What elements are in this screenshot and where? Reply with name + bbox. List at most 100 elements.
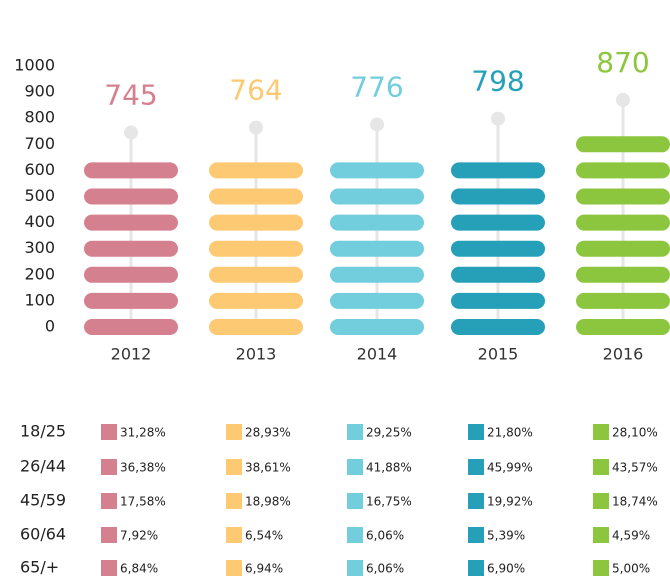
- pill: [209, 188, 303, 205]
- cell: 6,90%: [487, 562, 525, 576]
- swatch: [226, 459, 242, 475]
- swatch: [226, 424, 242, 440]
- swatch: [347, 527, 363, 543]
- pill: [330, 319, 424, 335]
- cell: 31,28%: [120, 426, 166, 440]
- pill: [576, 162, 670, 179]
- swatch: [593, 424, 609, 440]
- pill: [451, 188, 545, 205]
- cell: 6,54%: [245, 529, 283, 543]
- swatch: [593, 527, 609, 543]
- pill: [209, 292, 303, 309]
- cell: 7,92%: [120, 529, 158, 543]
- y-tick-label: 300: [24, 238, 55, 257]
- x-tick-label: 2013: [236, 345, 277, 364]
- x-tick-label: 2014: [357, 345, 398, 364]
- swatch: [347, 459, 363, 475]
- swatch: [593, 459, 609, 475]
- x-tick-label: 2016: [603, 345, 644, 364]
- pill: [209, 266, 303, 283]
- cell: 6,06%: [366, 529, 404, 543]
- pill: [84, 214, 178, 231]
- value-label: 745: [104, 79, 157, 112]
- pill: [330, 266, 424, 283]
- pill: [576, 266, 670, 283]
- pill: [84, 266, 178, 283]
- pill: [330, 240, 424, 257]
- cell: 16,75%: [366, 495, 412, 509]
- cell: 28,10%: [612, 426, 658, 440]
- cell: 5,39%: [487, 529, 525, 543]
- pill: [209, 240, 303, 257]
- value-dot: [370, 117, 384, 132]
- cell: 36,38%: [120, 461, 166, 475]
- pill: [576, 292, 670, 309]
- row-label: 18/25: [20, 422, 66, 441]
- cell: 17,58%: [120, 495, 166, 509]
- swatch: [101, 493, 117, 509]
- cell: 18,98%: [245, 495, 291, 509]
- x-tick-label: 2012: [111, 345, 152, 364]
- cell: 6,06%: [366, 562, 404, 576]
- pill: [576, 136, 670, 153]
- cell: 18,74%: [612, 495, 658, 509]
- y-tick-label: 400: [24, 212, 55, 231]
- pill: [330, 162, 424, 179]
- pill: [330, 214, 424, 231]
- pill: [84, 319, 178, 335]
- cell: 41,88%: [366, 461, 412, 475]
- swatch: [468, 527, 484, 543]
- cell: 5,00%: [612, 562, 650, 576]
- swatch: [468, 560, 484, 576]
- y-tick-label: 200: [24, 264, 55, 283]
- value-dot: [249, 120, 263, 135]
- y-tick-label: 900: [24, 82, 55, 101]
- pill: [451, 214, 545, 231]
- y-tick-label: 700: [24, 134, 55, 153]
- swatch: [101, 527, 117, 543]
- swatch: [101, 424, 117, 440]
- swatch: [101, 459, 117, 475]
- value-dot: [124, 125, 138, 140]
- pill: [576, 188, 670, 205]
- pill: [84, 240, 178, 257]
- swatch: [101, 560, 117, 576]
- pill: [84, 292, 178, 309]
- cell: 29,25%: [366, 426, 412, 440]
- pill: [451, 266, 545, 283]
- y-tick-label: 600: [24, 160, 55, 179]
- value-dot: [491, 111, 505, 126]
- pill: [330, 188, 424, 205]
- pill: [576, 240, 670, 257]
- row-label: 45/59: [20, 491, 66, 510]
- row-label: 65/+: [20, 558, 59, 577]
- cell: 19,92%: [487, 495, 533, 509]
- value-label: 764: [229, 74, 282, 107]
- y-tick-label: 100: [24, 290, 55, 309]
- y-tick-label: 1000: [14, 56, 55, 75]
- row-label: 26/44: [20, 457, 66, 476]
- swatch: [593, 493, 609, 509]
- cell: 28,93%: [245, 426, 291, 440]
- swatch: [347, 493, 363, 509]
- x-tick-label: 2015: [478, 345, 519, 364]
- pill: [330, 292, 424, 309]
- value-label: 798: [471, 65, 524, 98]
- cell: 45,99%: [487, 461, 533, 475]
- cell: 6,84%: [120, 562, 158, 576]
- swatch: [347, 560, 363, 576]
- cell: 4,59%: [612, 529, 650, 543]
- y-tick-label: 0: [45, 317, 55, 336]
- swatch: [226, 493, 242, 509]
- cell: 21,80%: [487, 426, 533, 440]
- y-tick-label: 800: [24, 108, 55, 127]
- swatch: [226, 527, 242, 543]
- value-label: 776: [350, 70, 403, 103]
- pill: [451, 292, 545, 309]
- pill: [576, 214, 670, 231]
- row-label: 60/64: [20, 525, 66, 544]
- swatch: [468, 493, 484, 509]
- swatch: [468, 459, 484, 475]
- cell: 38,61%: [245, 461, 291, 475]
